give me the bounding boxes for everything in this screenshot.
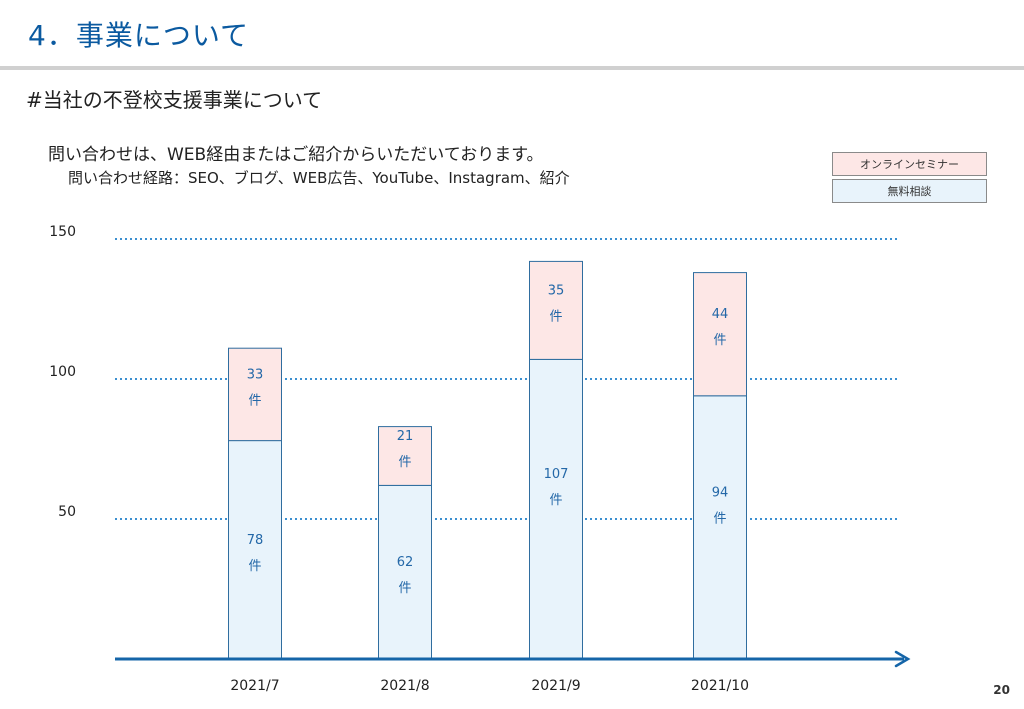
data-unit-label: 件 <box>713 333 726 348</box>
legend-consult: 無料相談 <box>832 179 987 203</box>
bar-seminar <box>529 260 583 360</box>
data-unit-label: 件 <box>398 581 411 596</box>
x-tick-label: 2021/8 <box>380 678 429 694</box>
bar-seminar <box>228 347 282 442</box>
bar-consult <box>693 395 747 660</box>
title-divider <box>0 66 1024 70</box>
data-label: 107 <box>544 467 569 482</box>
data-label: 35 <box>548 283 565 298</box>
data-unit-label: 件 <box>398 455 411 470</box>
lead-text: 問い合わせは、WEB経由またはご紹介からいただいております。 <box>48 145 544 165</box>
bar-consult <box>228 440 282 660</box>
x-tick-label: 2021/9 <box>531 678 580 694</box>
data-unit-label: 件 <box>713 511 726 526</box>
bar-consult <box>529 358 583 660</box>
y-tick-label: 150 <box>49 224 76 240</box>
data-label: 94 <box>712 485 729 500</box>
data-unit-label: 件 <box>549 309 562 324</box>
data-label: 44 <box>712 307 729 322</box>
data-label: 62 <box>397 555 414 570</box>
data-label: 21 <box>397 429 414 444</box>
data-unit-label: 件 <box>549 493 562 508</box>
data-unit-label: 件 <box>248 393 261 408</box>
data-unit-label: 件 <box>248 559 261 574</box>
x-tick-label: 2021/7 <box>230 678 279 694</box>
x-tick-label: 2021/10 <box>691 678 749 694</box>
section-subtitle: #当社の不登校支援事業について <box>26 88 323 112</box>
data-label: 78 <box>247 533 264 548</box>
y-tick-label: 50 <box>58 504 76 520</box>
lead-detail-text: 問い合わせ経路：SEO、ブログ、WEB広告、YouTube、Instagram、… <box>68 169 570 187</box>
page-title: 4．事業について <box>28 19 249 52</box>
bar-seminar <box>693 272 747 397</box>
legend-seminar: オンラインセミナー <box>832 152 987 176</box>
page-number: 20 <box>993 683 1010 697</box>
x-axis-arrow-icon <box>894 650 911 668</box>
y-tick-label: 100 <box>49 364 76 380</box>
data-label: 33 <box>247 367 264 382</box>
bar-consult <box>378 484 432 660</box>
bar-seminar <box>378 426 432 486</box>
